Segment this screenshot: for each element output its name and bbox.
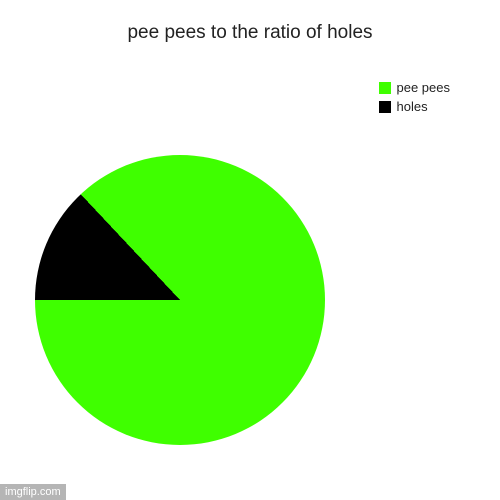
chart-title: pee pees to the ratio of holes [0, 22, 500, 44]
legend: pee pees holes [379, 80, 451, 118]
pie-chart [35, 155, 325, 445]
watermark: imgflip.com [0, 484, 66, 500]
legend-item-1: holes [379, 99, 451, 114]
legend-swatch-1 [379, 101, 391, 113]
legend-swatch-0 [379, 82, 391, 94]
legend-item-0: pee pees [379, 80, 451, 95]
legend-label-1: holes [397, 99, 428, 114]
legend-label-0: pee pees [397, 80, 451, 95]
pie-graphic [35, 155, 325, 445]
